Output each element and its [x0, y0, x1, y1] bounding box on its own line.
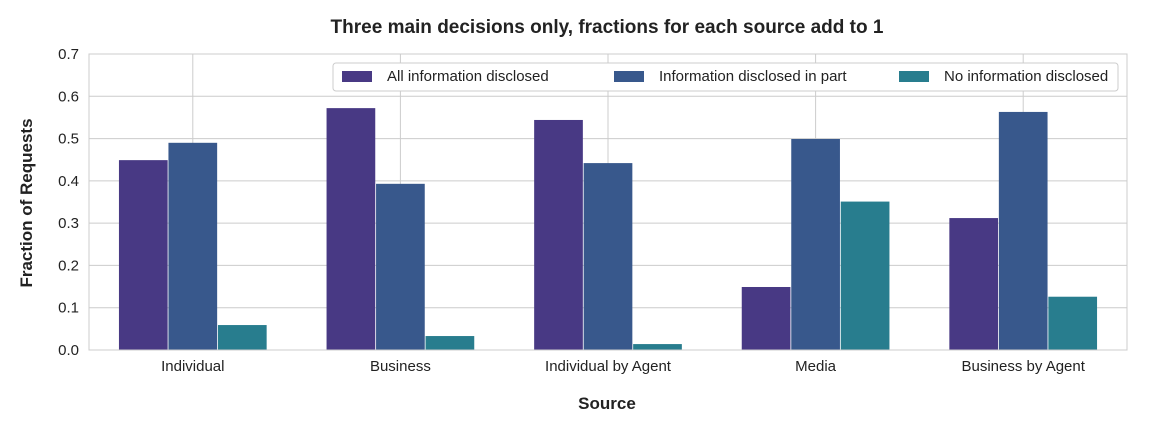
- legend-label: All information disclosed: [387, 68, 549, 85]
- bar: [1048, 297, 1097, 350]
- legend-swatch: [342, 71, 372, 82]
- x-tick-label: Media: [795, 358, 837, 375]
- bar: [791, 139, 840, 350]
- y-tick-label: 0.3: [58, 215, 79, 232]
- legend-label: Information disclosed in part: [659, 68, 847, 85]
- y-tick-label: 0.5: [58, 131, 79, 148]
- bar: [218, 325, 267, 350]
- bar: [584, 163, 633, 350]
- y-axis-title: Fraction of Requests: [17, 118, 36, 287]
- y-tick-label: 0.7: [58, 46, 79, 63]
- legend-swatch: [899, 71, 929, 82]
- bar: [841, 202, 890, 350]
- y-tick-labels: 0.0 0.1 0.2 0.3 0.4 0.5 0.6 0.7: [58, 46, 79, 359]
- bar: [327, 108, 376, 350]
- y-tick-label: 0.2: [58, 257, 79, 274]
- bar: [633, 344, 682, 350]
- bar: [426, 336, 475, 350]
- y-tick-label: 0.6: [58, 88, 79, 105]
- x-tick-label: Business: [370, 358, 431, 375]
- y-tick-label: 0.1: [58, 300, 79, 317]
- legend-swatch: [614, 71, 644, 82]
- legend: All information disclosed Information dis…: [333, 63, 1118, 91]
- bar: [999, 112, 1048, 350]
- x-tick-label: Individual by Agent: [545, 358, 672, 375]
- chart-title: Three main decisions only, fractions for…: [331, 17, 884, 38]
- bar: [949, 218, 998, 350]
- bar: [168, 143, 217, 350]
- legend-label: No information disclosed: [944, 68, 1108, 85]
- y-tick-label: 0.4: [58, 173, 79, 190]
- x-tick-label: Business by Agent: [961, 358, 1085, 375]
- x-tick-label: Individual: [161, 358, 224, 375]
- bar: [742, 287, 791, 350]
- x-axis-title: Source: [578, 394, 636, 413]
- bar: [119, 160, 168, 350]
- x-tick-labels: Individual Business Individual by Agent Med…: [161, 358, 1086, 375]
- bar: [376, 184, 425, 350]
- bar: [534, 120, 583, 350]
- y-tick-label: 0.0: [58, 342, 79, 359]
